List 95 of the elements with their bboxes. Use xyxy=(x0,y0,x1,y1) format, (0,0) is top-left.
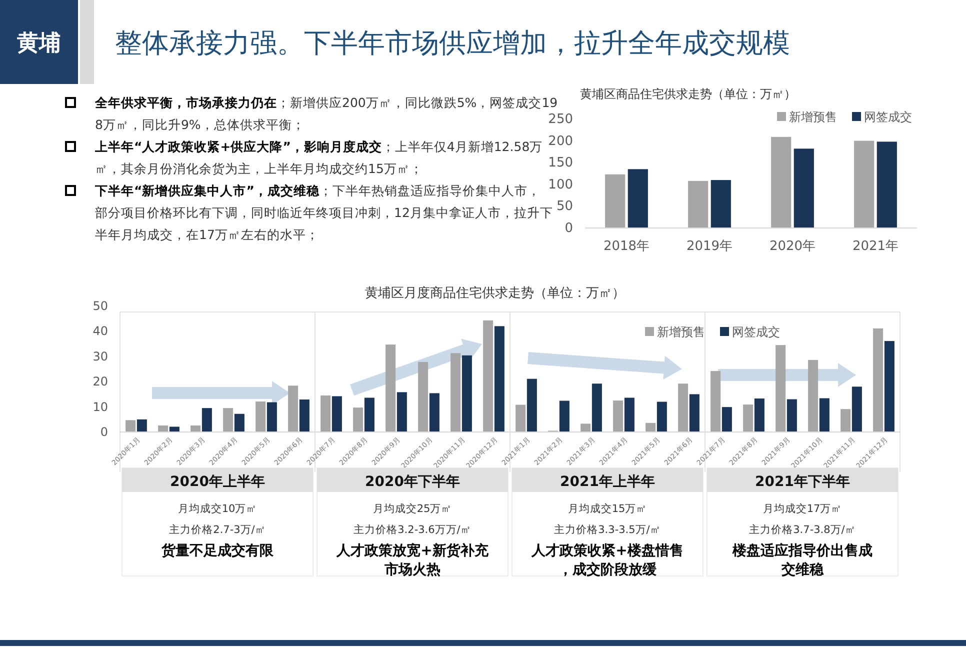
bar xyxy=(126,420,136,432)
text: 主力价格3.2-3.6万万/㎡ xyxy=(354,523,472,536)
bar xyxy=(364,398,374,432)
text: 2021年上半年 xyxy=(560,474,655,490)
bar xyxy=(624,398,634,432)
bar xyxy=(794,148,814,228)
text: 人才政策放宽+新货补充市场火热 xyxy=(336,542,490,578)
y-tick-label: 250 xyxy=(548,112,573,127)
x-tick-label: 2018年 xyxy=(603,239,650,254)
bar xyxy=(483,320,494,432)
bar xyxy=(786,399,797,432)
text: 主力价格3.7-3.8万/㎡ xyxy=(749,523,856,536)
y-tick-label: 200 xyxy=(548,134,573,149)
bar xyxy=(808,360,818,432)
bar xyxy=(516,404,526,432)
bar xyxy=(396,392,407,432)
bar xyxy=(559,400,570,432)
text: 2020年下半年 xyxy=(365,474,460,490)
text: 整体承接力强。下半年市场供应增加，拉升全年成交规模 xyxy=(115,28,790,59)
bar xyxy=(743,404,754,432)
text: 黄埔 xyxy=(16,31,61,56)
chart-title: 黄埔区月度商品住宅供求走势（单位：万㎡） xyxy=(365,285,625,301)
chart-title: 黄埔区商品住宅供求走势（单位：万㎡） xyxy=(580,87,796,101)
bar xyxy=(353,408,364,432)
bar xyxy=(688,180,708,228)
y-tick-label: 30 xyxy=(92,349,108,364)
bar xyxy=(266,402,277,432)
bar xyxy=(136,419,147,432)
bar xyxy=(656,402,667,432)
text: 主力价格3.3-3.5万/㎡ xyxy=(554,523,661,536)
bar xyxy=(580,424,591,432)
text: 月均成交25万㎡ xyxy=(372,502,452,515)
x-tick-label: 2019年 xyxy=(686,239,733,254)
bar xyxy=(450,353,461,432)
y-tick-label: 50 xyxy=(556,199,573,214)
legend-label: 网签成交 xyxy=(732,325,780,339)
x-tick-label: 2021年 xyxy=(852,239,899,254)
bar xyxy=(678,384,688,432)
bar xyxy=(169,426,180,432)
bar xyxy=(526,378,537,432)
bar xyxy=(605,174,626,228)
bar xyxy=(386,344,396,432)
bar xyxy=(776,345,786,432)
bar xyxy=(873,328,884,432)
bar xyxy=(852,386,862,432)
bar xyxy=(613,400,624,432)
text: 上半年“人才政策收紧+供应大降”，影响月度成交；上半年仅4月新增12.58万㎡，其余月份消化余货为主，上半年月均成交约15万㎡； xyxy=(94,139,543,176)
x-tick-label: 2020年 xyxy=(769,239,816,254)
bar xyxy=(223,408,234,432)
y-tick-label: 150 xyxy=(548,156,573,171)
bar xyxy=(771,136,792,228)
bar xyxy=(710,180,731,228)
y-tick-label: 40 xyxy=(92,324,108,338)
legend-label: 网签成交 xyxy=(864,110,912,124)
bar xyxy=(646,422,656,432)
bar xyxy=(234,414,244,432)
y-tick-label: 50 xyxy=(92,299,108,313)
y-tick-label: 10 xyxy=(92,400,108,414)
bar xyxy=(722,407,732,432)
bar xyxy=(429,393,440,432)
bar xyxy=(332,396,342,432)
bar xyxy=(710,371,721,432)
bar xyxy=(819,398,830,432)
bar xyxy=(202,408,212,432)
text: 楼盘适应指导价出售成交维稳 xyxy=(732,542,872,578)
bar xyxy=(299,399,310,432)
bar xyxy=(158,425,168,432)
bar xyxy=(288,386,298,432)
text: 月均成交15万㎡ xyxy=(568,502,648,515)
bar xyxy=(592,384,602,432)
bar xyxy=(320,395,331,432)
bar xyxy=(854,140,874,228)
text: 月均成交10万㎡ xyxy=(178,502,258,515)
bar xyxy=(190,425,201,432)
bar xyxy=(418,362,428,432)
bar xyxy=(462,355,472,432)
text: 2021年下半年 xyxy=(755,474,850,490)
text: 月均成交17万㎡ xyxy=(762,502,842,515)
bar xyxy=(628,169,648,228)
text: 主力价格2.7-3万/㎡ xyxy=(169,523,266,536)
y-tick-label: 20 xyxy=(92,374,108,389)
bar xyxy=(689,394,700,432)
text: 货量不足成交有限 xyxy=(160,542,274,559)
bar xyxy=(494,326,504,432)
legend-label: 新增预售 xyxy=(789,110,837,124)
bar xyxy=(876,142,897,228)
text: 人才政策收紧+楼盘惜售，成交阶段放缓 xyxy=(530,543,684,578)
text: 2020年上半年 xyxy=(170,474,265,490)
bar xyxy=(840,409,851,432)
y-tick-label: 0 xyxy=(100,425,108,439)
bar xyxy=(256,402,266,432)
legend-label: 新增预售 xyxy=(657,325,705,339)
y-tick-label: 0 xyxy=(564,221,573,236)
bar xyxy=(884,341,894,432)
bar xyxy=(754,398,764,432)
